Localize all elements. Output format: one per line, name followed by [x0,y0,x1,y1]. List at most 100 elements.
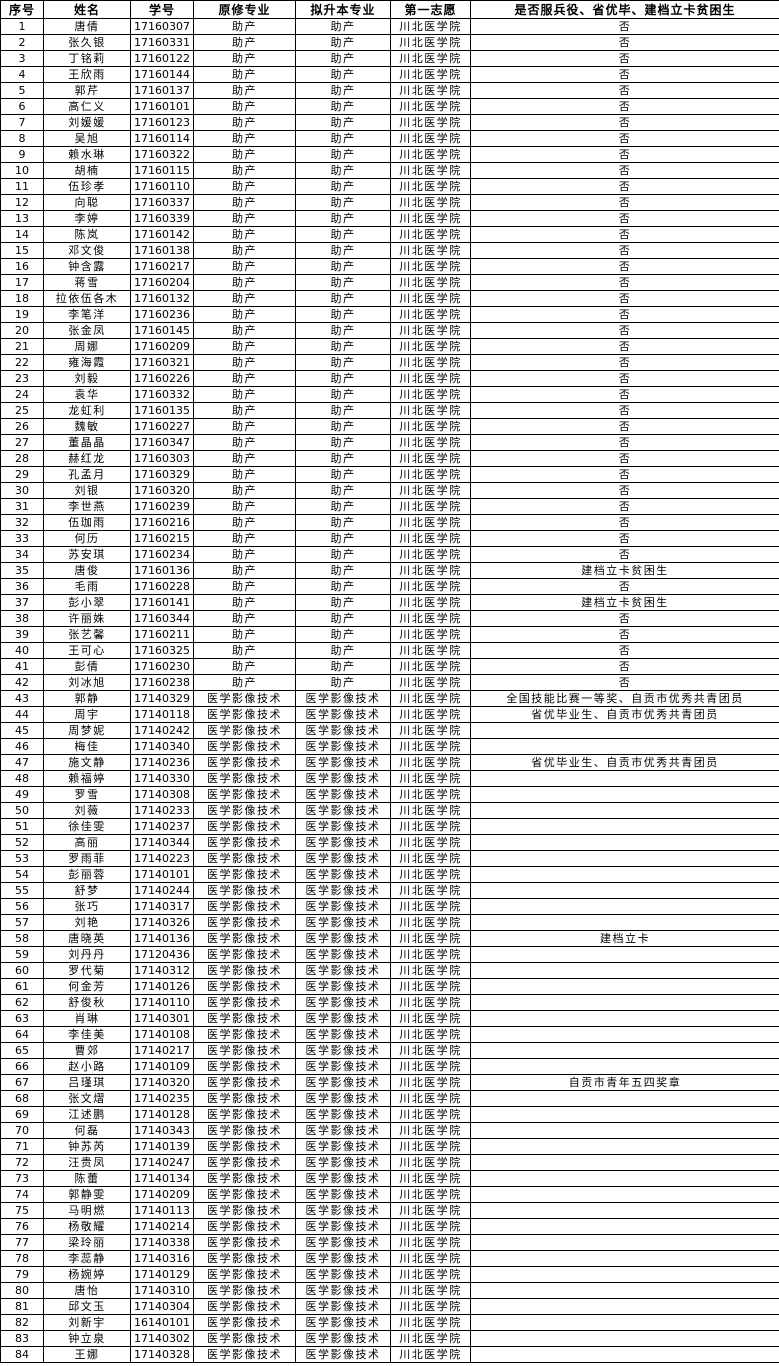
cell-original-major: 助产 [193,130,296,147]
cell-student-id: 17160230 [130,658,194,675]
cell-student-id: 17140209 [130,1186,194,1203]
cell-first-choice: 川北医学院 [390,1282,471,1299]
cell-student-id: 17140233 [130,802,194,819]
cell-target-major: 医学影像技术 [295,1346,391,1363]
cell-name: 唐怡 [43,1282,131,1299]
cell-note: 否 [470,194,779,211]
cell-target-major: 医学影像技术 [295,1202,391,1219]
cell-original-major: 医学影像技术 [193,1330,296,1347]
table-row: 50 刘薇 17140233 医学影像技术 医学影像技术 川北医学院 [0,802,779,819]
cell-no: 82 [0,1314,44,1331]
cell-target-major: 医学影像技术 [295,1106,391,1123]
cell-no: 83 [0,1330,44,1347]
cell-student-id: 17160142 [130,226,194,243]
cell-name: 舒梦 [43,882,131,899]
cell-first-choice: 川北医学院 [390,210,471,227]
cell-target-major: 医学影像技术 [295,1234,391,1251]
cell-first-choice: 川北医学院 [390,738,471,755]
table-row: 6 高仁义 17160101 助产 助产 川北医学院否 [0,98,779,115]
cell-target-major: 助产 [295,338,391,355]
cell-first-choice: 川北医学院 [390,658,471,675]
cell-name: 雍海霞 [43,354,131,371]
cell-note: 否 [470,450,779,467]
cell-no: 71 [0,1138,44,1155]
cell-no: 55 [0,882,44,899]
cell-no: 40 [0,642,44,659]
cell-student-id: 17160145 [130,322,194,339]
cell-name: 向聪 [43,194,131,211]
cell-no: 68 [0,1090,44,1107]
cell-original-major: 助产 [193,338,296,355]
cell-note [470,770,779,787]
cell-no: 36 [0,578,44,595]
cell-note: 否 [470,482,779,499]
cell-no: 29 [0,466,44,483]
cell-student-id: 17140113 [130,1202,194,1219]
cell-original-major: 医学影像技术 [193,1138,296,1155]
cell-name: 刘艳 [43,914,131,931]
cell-target-major: 医学影像技术 [295,690,391,707]
table-row: 53 罗雨菲 17140223 医学影像技术 医学影像技术 川北医学院 [0,850,779,867]
cell-name: 陈蕾 [43,1170,131,1187]
cell-target-major: 医学影像技术 [295,1026,391,1043]
cell-name: 罗代菊 [43,962,131,979]
cell-name: 张金凤 [43,322,131,339]
table-row: 75 马明燃 17140113 医学影像技术 医学影像技术 川北医学院 [0,1202,779,1219]
cell-first-choice: 川北医学院 [390,434,471,451]
cell-name: 张巧 [43,898,131,915]
cell-no: 1 [0,18,44,35]
cell-name: 魏敏 [43,418,131,435]
cell-no: 27 [0,434,44,451]
cell-target-major: 医学影像技术 [295,1314,391,1331]
table-row: 64 李佳美 17140108 医学影像技术 医学影像技术 川北医学院 [0,1026,779,1043]
table-row: 70 何磊 17140343 医学影像技术 医学影像技术 川北医学院 [0,1122,779,1139]
table-row: 54 彭丽蓉 17140101 医学影像技术 医学影像技术 川北医学院 [0,866,779,883]
cell-first-choice: 川北医学院 [390,1218,471,1235]
cell-target-major: 助产 [295,98,391,115]
cell-first-choice: 川北医学院 [390,786,471,803]
cell-original-major: 医学影像技术 [193,1058,296,1075]
cell-no: 7 [0,114,44,131]
cell-student-id: 17160344 [130,610,194,627]
cell-target-major: 助产 [295,578,391,595]
cell-student-id: 17160110 [130,178,194,195]
cell-student-id: 17160138 [130,242,194,259]
cell-student-id: 17140126 [130,978,194,995]
cell-name: 李笔洋 [43,306,131,323]
cell-student-id: 17140247 [130,1154,194,1171]
cell-original-major: 医学影像技术 [193,1074,296,1091]
cell-no: 77 [0,1234,44,1251]
cell-first-choice: 川北医学院 [390,834,471,851]
cell-original-major: 助产 [193,210,296,227]
cell-original-major: 医学影像技术 [193,1106,296,1123]
table-row: 4 王欣雨 17160144 助产 助产 川北医学院否 [0,66,779,83]
cell-name: 高丽 [43,834,131,851]
table-row: 16 钟含露 17160217 助产 助产 川北医学院否 [0,258,779,275]
cell-note [470,882,779,899]
cell-name: 唐俊 [43,562,131,579]
cell-name: 周梦妮 [43,722,131,739]
table-row: 9 赖水琳 17160322 助产 助产 川北医学院否 [0,146,779,163]
cell-first-choice: 川北医学院 [390,258,471,275]
cell-note [470,1250,779,1267]
cell-original-major: 助产 [193,146,296,163]
cell-name: 陈岚 [43,226,131,243]
cell-student-id: 17160332 [130,386,194,403]
cell-name: 刘丹丹 [43,946,131,963]
cell-student-id: 17140109 [130,1058,194,1075]
cell-original-major: 医学影像技术 [193,706,296,723]
table-row: 74 郭静雯 17140209 医学影像技术 医学影像技术 川北医学院 [0,1186,779,1203]
cell-target-major: 医学影像技术 [295,1074,391,1091]
cell-no: 10 [0,162,44,179]
cell-target-major: 医学影像技术 [295,930,391,947]
cell-no: 8 [0,130,44,147]
table-row: 69 江述鹏 17140128 医学影像技术 医学影像技术 川北医学院 [0,1106,779,1123]
cell-name: 蒋雪 [43,274,131,291]
table-row: 20 张金凤 17160145 助产 助产 川北医学院否 [0,322,779,339]
table-row: 82 刘新宇 16140101 医学影像技术 医学影像技术 川北医学院 [0,1314,779,1331]
cell-first-choice: 川北医学院 [390,370,471,387]
cell-original-major: 助产 [193,114,296,131]
cell-student-id: 17160216 [130,514,194,531]
table-row: 59 刘丹丹 17120436 医学影像技术 医学影像技术 川北医学院 [0,946,779,963]
cell-name: 王可心 [43,642,131,659]
